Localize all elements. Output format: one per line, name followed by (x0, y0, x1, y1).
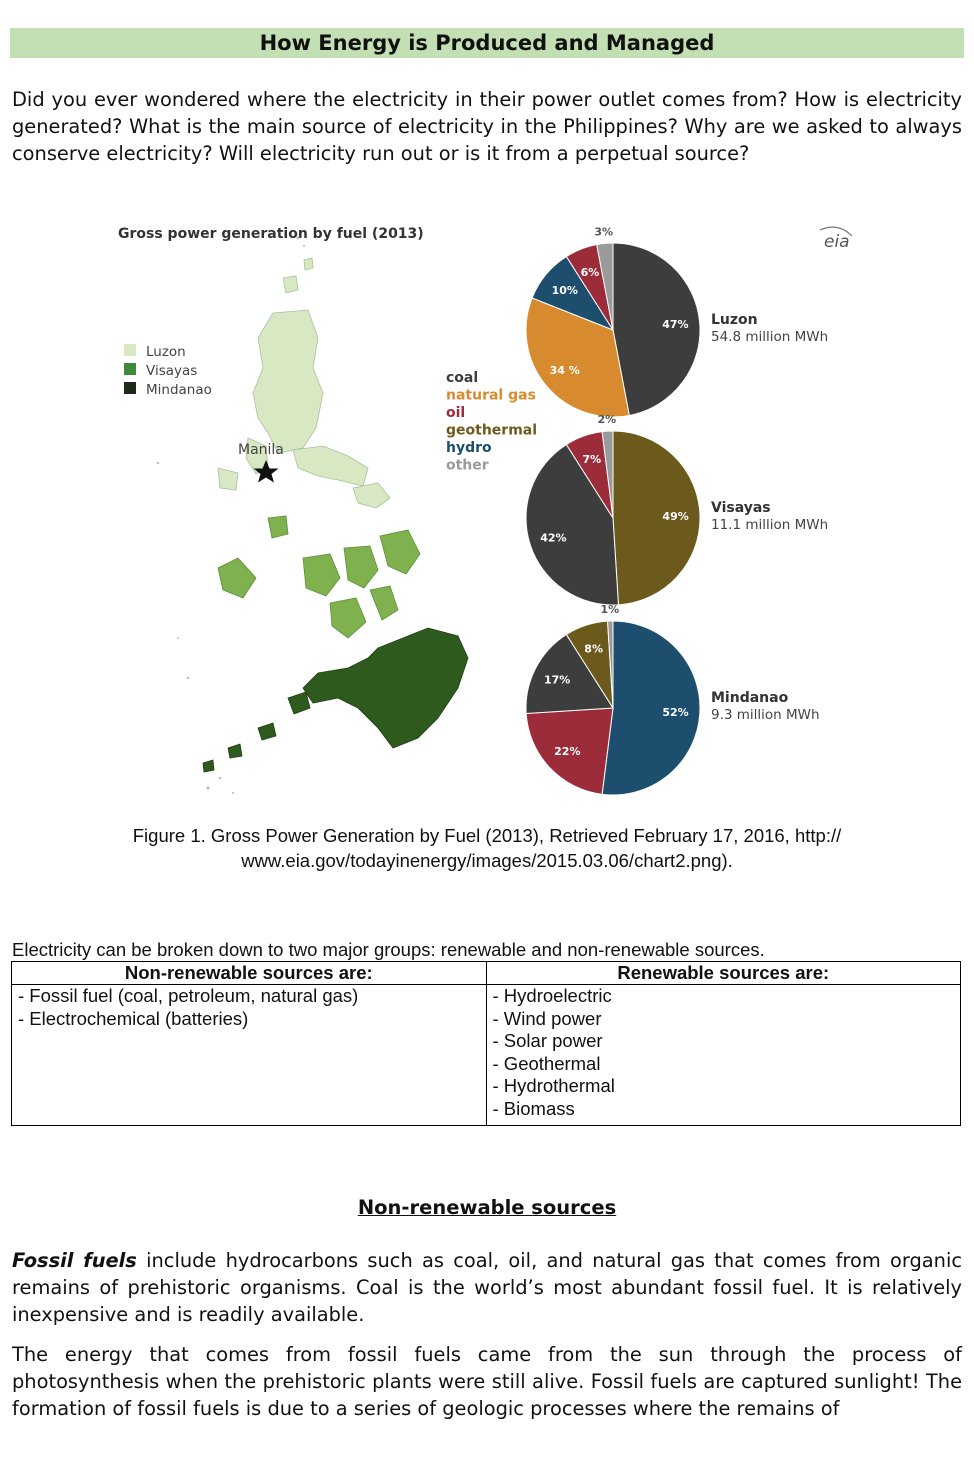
list-item: - Electrochemical (batteries) (18, 1007, 249, 1029)
fuel-legend-other: other (446, 458, 489, 474)
header-non-renewable: Non-renewable sources are: (11, 961, 487, 985)
pie-data-label: 47% (662, 318, 688, 331)
pie-title: Mindanao (711, 690, 789, 706)
pie-slice-oil (525, 707, 614, 795)
paragraph-fossil-fuels: Fossil fuels include hydrocarbons such a… (12, 1248, 962, 1328)
philippines-map: Manila (156, 236, 469, 794)
fuel-legend-hydro: hydro (446, 440, 492, 456)
table-row: - Fossil fuel (coal, petroleum, natural … (11, 984, 961, 1126)
map-luzon (217, 257, 391, 509)
eia-logo: eia (824, 232, 850, 252)
pie-data-label: 8% (584, 642, 603, 655)
list-item: - Biomass (492, 1097, 575, 1119)
list-item: - Fossil fuel (coal, petroleum, natural … (18, 985, 359, 1006)
pie-slice-coal (525, 443, 619, 606)
pie-data-label: 34 % (550, 364, 580, 377)
fuel-legend-coal: coal (446, 370, 478, 386)
intro-paragraph: Did you ever wondered where the electric… (12, 88, 962, 165)
list-item: - Solar power (492, 1030, 603, 1052)
map-mindanao (202, 627, 469, 773)
pie-data-label: 42% (540, 531, 566, 544)
legend-label-visayas: Visayas (146, 363, 197, 379)
renewable-list: - Hydroelectric - Wind power - Solar power… (485, 984, 961, 1126)
legend-label-luzon: Luzon (146, 344, 186, 360)
figure-gross-power-generation: Gross power generation by fuel (2013) ei… (108, 218, 868, 810)
header-renewable: Renewable sources are: (485, 961, 961, 985)
groups-intro: Electricity can be broken down to two ma… (12, 939, 765, 960)
pie-slice-other (596, 242, 614, 331)
pie-data-label: 22% (554, 745, 580, 758)
manila-star-icon (253, 460, 279, 483)
table-header-row: Non-renewable sources are: Renewable sou… (11, 961, 961, 985)
legend-swatch-luzon (124, 344, 136, 356)
pie-data-label: 1% (601, 603, 620, 616)
pie-data-label: 2% (597, 413, 616, 426)
paragraph-energy-origin: The energy that comes from fossil fuels … (12, 1343, 962, 1420)
legend-swatch-mindanao (124, 382, 136, 394)
legend-label-mindanao: Mindanao (146, 382, 212, 398)
pie-data-label: 7% (582, 453, 601, 466)
pie-subtitle: 54.8 million MWh (711, 329, 828, 345)
chart-title: Gross power generation by fuel (2013) (118, 226, 424, 242)
non-renewable-list: - Fossil fuel (coal, petroleum, natural … (11, 984, 487, 1126)
eia-logo-arc (819, 226, 853, 237)
sources-table: Non-renewable sources are: Renewable sou… (11, 961, 961, 1126)
pie-data-label: 17% (544, 674, 570, 687)
fossil-fuels-term: Fossil fuels (12, 1249, 137, 1272)
map-visayas (217, 515, 421, 639)
pie-data-label: 3% (594, 225, 613, 238)
pie-title: Luzon (711, 312, 758, 328)
fuel-legend-oil: oil (446, 405, 465, 421)
pie-slice-coal (525, 633, 614, 714)
list-item: - Hydroelectric (492, 985, 612, 1006)
pie-slice-geothermal (612, 430, 701, 606)
list-item: - Wind power (492, 1007, 602, 1029)
legend-swatch-visayas (124, 363, 136, 375)
section-heading: Non-renewable sources (357, 1196, 617, 1219)
page-title: How Energy is Produced and Managed (259, 31, 715, 55)
list-item: - Geothermal (492, 1052, 601, 1074)
pie-slice-coal (612, 242, 701, 417)
pie-data-label: 52% (662, 706, 688, 719)
map-small-islands (156, 236, 305, 794)
fuel-legend-geothermal: geothermal (446, 423, 537, 439)
fuel-legend-natural-gas: natural gas (446, 388, 536, 404)
title-bar: How Energy is Produced and Managed (10, 28, 964, 58)
pie-data-label: 6% (581, 266, 600, 279)
pie-data-label: 10% (552, 284, 578, 297)
pie-data-label: 49% (662, 510, 688, 523)
section-heading-wrap: Non-renewable sources (0, 1196, 974, 1219)
pie-slice-hydro (601, 620, 701, 796)
figure-caption: Figure 1. Gross Power Generation by Fuel… (132, 825, 842, 871)
pie-slice-other (601, 430, 614, 519)
pie-slice-natural-gas (525, 297, 630, 418)
figure-svg: Gross power generation by fuel (2013) ei… (118, 225, 853, 796)
list-item: - Hydrothermal (492, 1075, 615, 1097)
pie-slice-other (607, 620, 614, 709)
pie-subtitle: 9.3 million MWh (711, 707, 820, 723)
map-label-manila: Manila (238, 442, 284, 458)
pie-title: Visayas (711, 500, 771, 516)
pie-subtitle: 11.1 million MWh (711, 517, 828, 533)
paragraph-fossil-fuels-body: include hydrocarbons such as coal, oil, … (12, 1249, 962, 1326)
map-legend: Luzon Visayas Mindanao (124, 344, 212, 398)
